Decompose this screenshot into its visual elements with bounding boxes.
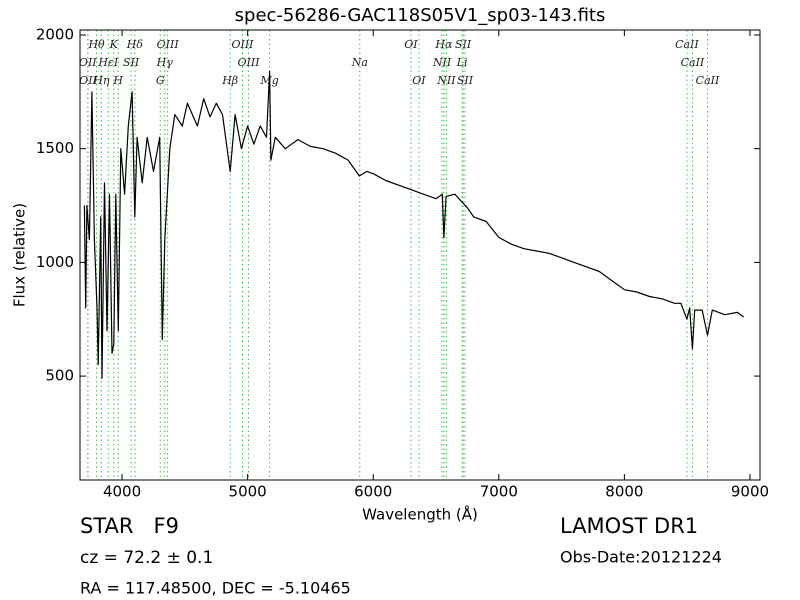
y-tick-label: 1500: [36, 139, 74, 157]
spectral-line-label: CaII: [696, 74, 720, 87]
redshift: cz = 72.2 ± 0.1: [80, 548, 213, 568]
spectral-line-label: Hα: [434, 38, 453, 51]
survey-name: LAMOST DR1: [560, 514, 698, 538]
spectral-line-label: HεI: [97, 56, 118, 69]
spectral-line-label: OIII: [157, 38, 180, 51]
spectral-line-label: OI: [412, 74, 426, 87]
plot-frame: [79, 29, 761, 481]
spectral-line-label: CaII: [681, 56, 705, 69]
x-tick-label: 7000: [480, 483, 518, 501]
spectral-line-label: OIII: [237, 56, 260, 69]
x-tick-label: 6000: [354, 483, 392, 501]
y-tick-label: 2000: [36, 26, 74, 44]
x-axis-label: Wavelength (Å): [362, 505, 478, 524]
x-tick-label: 8000: [605, 483, 643, 501]
spectral-line-label: SII: [457, 74, 474, 87]
spectral-line-label: CaII: [675, 38, 699, 51]
spectral-line-label: NII: [436, 74, 456, 87]
obs-date: Obs-Date:20121224: [560, 548, 722, 567]
spectral-line-label: OI: [404, 38, 418, 51]
y-tick-label: 1000: [36, 253, 74, 271]
spectral-line-label: Na: [351, 56, 368, 69]
y-axis-label: Flux (relative): [11, 203, 29, 307]
spectral-line-label: SII: [123, 56, 140, 69]
spectral-line-label: SII: [455, 38, 472, 51]
spectral-line-label: Li: [456, 56, 468, 69]
spectral-line-label: Hη: [92, 74, 110, 87]
spectral-line-label: OIII: [231, 38, 254, 51]
object-class: STAR F9: [80, 514, 179, 538]
spectral-line-label: K: [109, 38, 119, 51]
x-tick-label: 4000: [103, 483, 141, 501]
y-tick-label: 500: [45, 367, 74, 385]
spectral-line-label: G: [156, 74, 165, 87]
x-tick-label: 9000: [731, 483, 769, 501]
coordinates: RA = 117.48500, DEC = -5.10465: [80, 579, 351, 598]
spectral-line-label: Hθ: [87, 38, 105, 51]
spectral-line-label: H: [112, 74, 123, 87]
spectral-line-label: Hδ: [126, 38, 144, 51]
chart-title: spec-56286-GAC118S05V1_sp03-143.fits: [235, 5, 606, 26]
spectral-line-label: Hβ: [221, 74, 238, 87]
x-tick-label: 5000: [229, 483, 267, 501]
spectral-line-label: OII: [79, 74, 97, 87]
spectrum-line: [83, 70, 745, 379]
spectral-line-label: NII: [432, 56, 452, 69]
spectral-line-label: Hγ: [156, 56, 174, 69]
